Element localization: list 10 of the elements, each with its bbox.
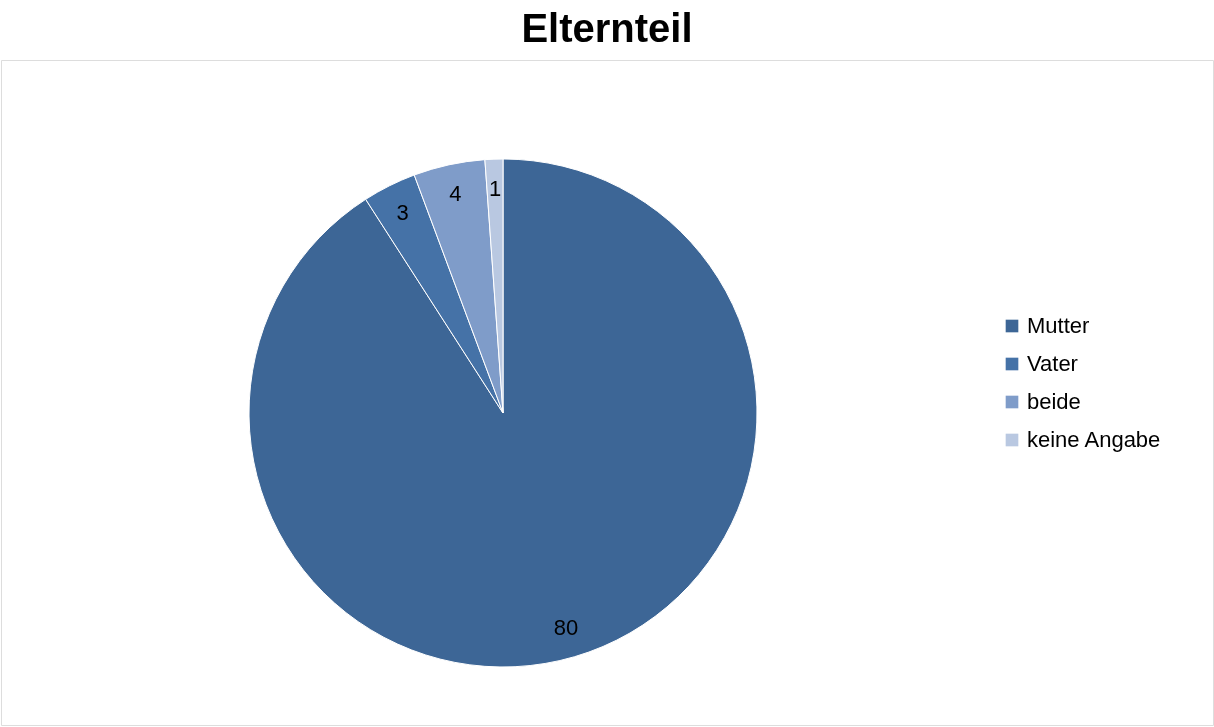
data-label: 4 <box>449 181 462 207</box>
data-label: 1 <box>488 176 502 202</box>
legend-label: keine Angabe <box>1027 427 1161 452</box>
chart-title: Elternteil <box>521 6 693 50</box>
data-label: 80 <box>553 614 579 640</box>
legend-label: Vater <box>1027 351 1078 376</box>
legend-label: beide <box>1027 389 1081 414</box>
legend-label: Mutter <box>1027 313 1090 338</box>
pie-slice <box>248 158 758 668</box>
data-label: 3 <box>396 199 409 225</box>
